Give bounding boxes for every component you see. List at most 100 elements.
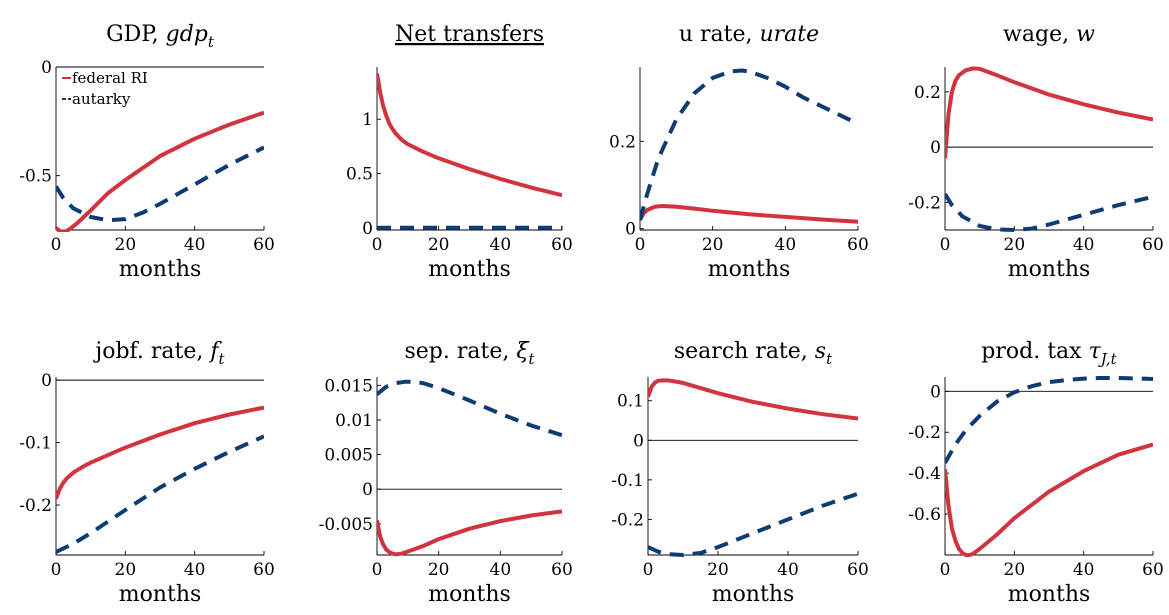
x-tick-label: 0 xyxy=(372,235,383,255)
y-tick-label: 0 xyxy=(41,58,52,78)
chart-title-symbol: ξ xyxy=(516,339,530,364)
series-line-autarky xyxy=(648,491,858,557)
chart-panel-6: 0 20 40 60 0.015 0.01 0.005 0 -0.005 months sep. r… xyxy=(319,339,573,607)
x-tick-label: 40 xyxy=(1073,560,1095,580)
chart-title-symbol: urate xyxy=(759,22,819,47)
y-tick-label: 0.01 xyxy=(335,411,373,431)
series-line-federal xyxy=(945,66,1153,159)
chart-title: GDP, gdpt xyxy=(106,22,215,51)
chart-title-text: wage, xyxy=(1003,22,1076,47)
chart-title-text: prod. tax xyxy=(981,339,1088,364)
chart-title-subscript: t xyxy=(528,350,535,368)
series-line-autarky xyxy=(640,68,858,221)
chart-title-text: GDP, xyxy=(106,22,166,47)
y-tick-label: 0 xyxy=(930,138,941,158)
y-tick-label: -0.2 xyxy=(611,510,644,530)
x-tick-label: 0 xyxy=(940,235,951,255)
y-tick-label: 0 xyxy=(633,431,644,451)
series-line-federal xyxy=(56,110,264,232)
chart-title-subscript: t xyxy=(219,350,226,368)
x-axis-label: months xyxy=(708,257,791,282)
series-line-autarky xyxy=(56,434,264,554)
chart-title: prod. tax τJ,t xyxy=(981,339,1117,368)
y-tick-label: 0.2 xyxy=(609,132,636,152)
chart-title-subscript: t xyxy=(208,33,215,51)
x-tick-label: 0 xyxy=(940,560,951,580)
x-axis-label: months xyxy=(119,582,202,607)
x-tick-label: 40 xyxy=(490,235,512,255)
y-tick-label: 0 xyxy=(41,371,52,391)
y-tick-label: -0.2 xyxy=(19,496,52,516)
x-tick-label: 20 xyxy=(115,560,137,580)
x-tick-label: 60 xyxy=(1142,235,1164,255)
x-tick-label: 20 xyxy=(1004,235,1026,255)
x-tick-label: 60 xyxy=(253,560,275,580)
x-tick-label: 0 xyxy=(372,560,383,580)
x-axis-label: months xyxy=(428,582,511,607)
chart-panel-1: 0 20 40 60 0 -0.5 months GDP, gdpt federal RI aut… xyxy=(19,22,275,282)
y-tick-label: -0.2 xyxy=(908,193,941,213)
x-tick-label: 60 xyxy=(847,235,869,255)
series-line-federal xyxy=(648,378,858,421)
x-tick-label: 20 xyxy=(707,560,729,580)
y-tick-label: -0.4 xyxy=(908,464,941,484)
y-tick-label: 1 xyxy=(362,110,373,130)
series-line-autarky xyxy=(945,193,1153,232)
x-tick-label: 20 xyxy=(428,235,450,255)
x-tick-label: 60 xyxy=(253,235,275,255)
chart-title-subscript: J,t xyxy=(1098,350,1118,368)
chart-title: sep. rate, ξt xyxy=(404,339,535,368)
y-tick-label: 0.015 xyxy=(324,376,373,396)
x-tick-label: 20 xyxy=(115,235,137,255)
chart-panel-3: 0 20 40 60 0 0.2 months u rate, urate xyxy=(609,22,869,282)
chart-title: Net transfers xyxy=(395,22,544,47)
chart-title-symbol: w xyxy=(1076,22,1095,47)
legend-label: federal RI xyxy=(72,69,148,87)
x-tick-label: 60 xyxy=(551,560,573,580)
series-line-autarky xyxy=(945,376,1153,464)
x-tick-label: 40 xyxy=(184,560,206,580)
chart-title-text: u rate, xyxy=(679,22,760,47)
series-line-federal xyxy=(377,73,562,198)
y-tick-label: -0.2 xyxy=(908,423,941,443)
x-axis-label: months xyxy=(119,257,202,282)
x-tick-label: 0 xyxy=(51,560,62,580)
y-tick-label: 0 xyxy=(362,219,373,239)
x-tick-label: 60 xyxy=(1142,560,1164,580)
x-axis-label: months xyxy=(428,257,511,282)
chart-title-text: jobf. rate, xyxy=(92,339,210,364)
x-tick-label: 20 xyxy=(1004,560,1026,580)
x-tick-label: 0 xyxy=(635,235,646,255)
series-line-federal xyxy=(377,509,562,557)
series-line-autarky xyxy=(377,379,562,438)
chart-title-subscript: t xyxy=(826,350,833,368)
x-tick-label: 40 xyxy=(1073,235,1095,255)
chart-panel-7: 0 20 40 60 0.1 0 -0.1 -0.2 months search rate, st xyxy=(611,339,869,607)
x-tick-label: 40 xyxy=(184,235,206,255)
legend-label: autarky xyxy=(72,90,131,108)
series-line-federal xyxy=(56,405,264,500)
x-tick-label: 0 xyxy=(643,560,654,580)
chart-panel-4: 0 20 40 60 0.2 0 -0.2 months wage, w xyxy=(908,22,1164,282)
chart-title-text: search rate, xyxy=(674,339,815,364)
x-tick-label: 20 xyxy=(428,560,450,580)
series-line-autarky xyxy=(56,145,264,223)
legend: federal RI autarky xyxy=(62,69,148,108)
chart-title-symbol: gdp xyxy=(166,22,208,47)
chart-panel-8: 0 20 40 60 0 -0.2 -0.4 -0.6 months prod. tax τJ,t xyxy=(908,339,1164,607)
x-tick-label: 60 xyxy=(847,560,869,580)
y-tick-label: 0 xyxy=(625,220,636,240)
x-axis-label: months xyxy=(712,582,795,607)
y-tick-label: -0.005 xyxy=(319,515,373,535)
x-tick-label: 40 xyxy=(775,235,797,255)
y-tick-label: 0.1 xyxy=(617,392,644,412)
x-tick-label: 60 xyxy=(551,235,573,255)
y-tick-label: -0.1 xyxy=(19,434,52,454)
y-tick-label: -0.5 xyxy=(19,167,52,187)
x-axis-label: months xyxy=(1008,582,1091,607)
series-line-federal xyxy=(945,442,1153,557)
chart-title-symbol: s xyxy=(815,339,826,364)
chart-panel-5: 0 20 40 60 0 -0.1 -0.2 months jobf. rate, ft xyxy=(19,339,275,607)
series-line-federal xyxy=(640,204,858,224)
